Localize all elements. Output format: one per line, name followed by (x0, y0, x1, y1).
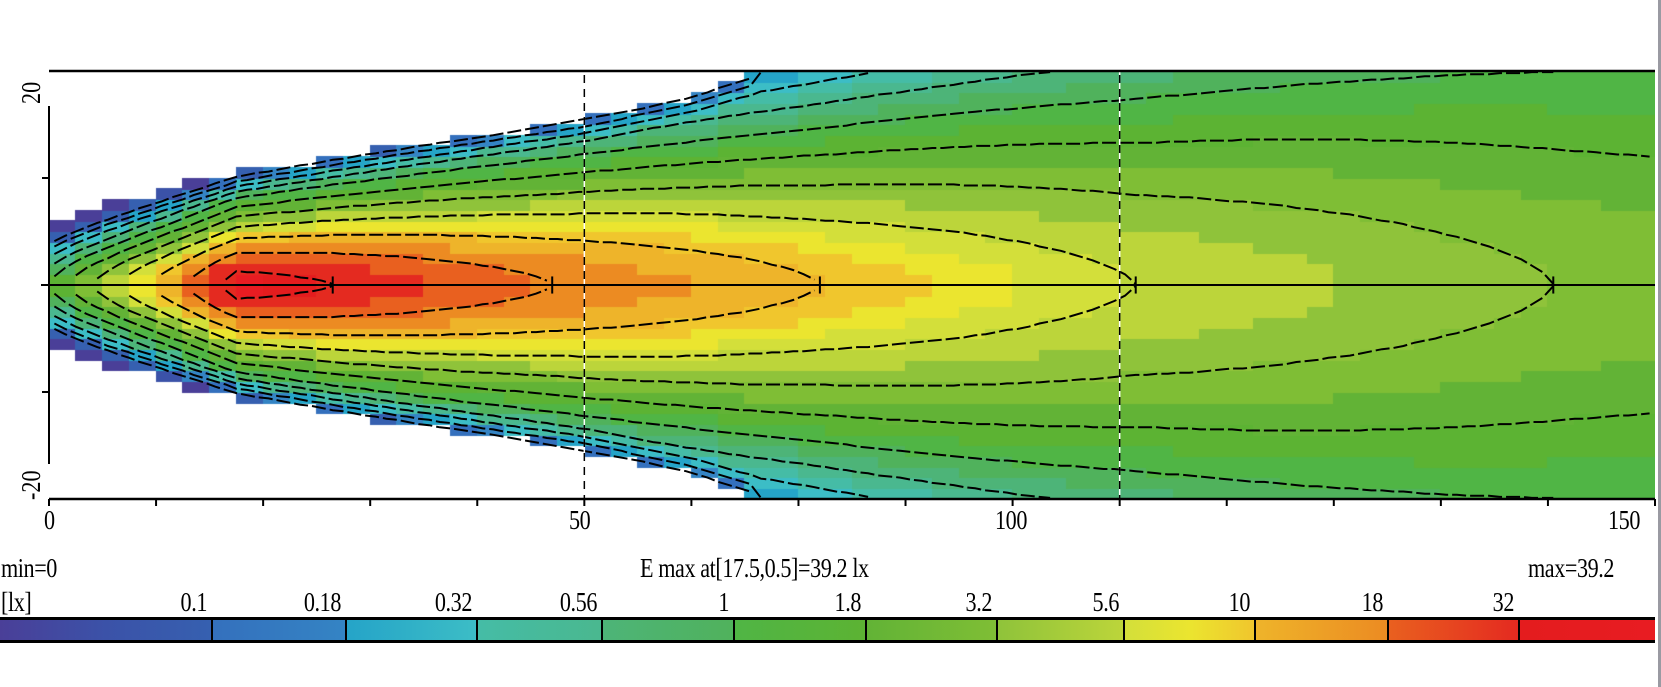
contour-line (128, 285, 1137, 358)
colorbar-segment (603, 620, 735, 640)
contour-line (53, 71, 1554, 278)
colorbar-segment (0, 620, 213, 640)
colorbar-segment (213, 620, 347, 640)
window-edge (1658, 0, 1661, 687)
contour-line (225, 285, 333, 300)
x-tick-label-100: 100 (995, 505, 1027, 535)
contour-lines (53, 71, 1650, 499)
colorbar-tick-label: 18 (1361, 587, 1384, 617)
contour-line (75, 138, 1650, 277)
colorbar-segment (478, 620, 603, 640)
contour-line (53, 315, 869, 498)
contour-line (53, 292, 1554, 499)
contour-line (53, 71, 1051, 265)
contour-line (53, 72, 869, 255)
colorbar-tick-label: 0.18 (303, 587, 342, 617)
colorbar-tick-label: 1 (718, 587, 729, 617)
colorbar-segment (1389, 620, 1520, 640)
colorbar-tick-label: 5.6 (1092, 587, 1120, 617)
y-tick-label-bottom: -20 (16, 470, 46, 500)
colorbar-segment (347, 620, 478, 640)
colorbar-segment (735, 620, 867, 640)
x-tick-label-150: 150 (1608, 505, 1640, 535)
max-value-label: max=39.2 (1528, 553, 1615, 583)
colorbar-tick-label: 0.32 (434, 587, 473, 617)
contour-line (96, 285, 1555, 387)
contour-line (53, 328, 751, 493)
contour-line (53, 77, 751, 242)
contour-line (128, 212, 1137, 285)
min-value-label: min=0 (1, 553, 57, 583)
axes (41, 69, 1656, 506)
contour-line (53, 322, 762, 499)
contour-line (225, 270, 333, 285)
contour-line (53, 71, 762, 248)
colorbar-unit-label: [lx] (1, 587, 32, 617)
colorbar-tick-label: 1.8 (834, 587, 862, 617)
colorbar-tick-label: 32 (1492, 587, 1515, 617)
y-tick-label-top: 20 (16, 81, 46, 104)
colorbar-tick-label: 3.2 (965, 587, 993, 617)
colorbar-tick-label: 0.1 (180, 587, 208, 617)
x-tick-label-50: 50 (569, 505, 591, 535)
contour-line (192, 288, 548, 319)
emax-location-label: E max at[17.5,0.5]=39.2 lx (640, 553, 869, 583)
colorbar-segment (1256, 620, 1389, 640)
contour-line (160, 233, 815, 281)
contour-line (75, 293, 1650, 432)
contour-line (53, 305, 1051, 499)
x-tick-label-0: 0 (44, 505, 55, 535)
colorbar-tick-label: 10 (1228, 587, 1251, 617)
colorbar-segment (1125, 620, 1256, 640)
colorbar-segment (1520, 620, 1655, 640)
contour-line (96, 183, 1555, 285)
colorbar-segment (998, 620, 1125, 640)
colorbar-tick-label: 0.56 (559, 587, 598, 617)
colorbar (0, 617, 1655, 643)
contour-line (192, 251, 548, 282)
contour-line (160, 289, 815, 337)
colorbar-segment (867, 620, 998, 640)
